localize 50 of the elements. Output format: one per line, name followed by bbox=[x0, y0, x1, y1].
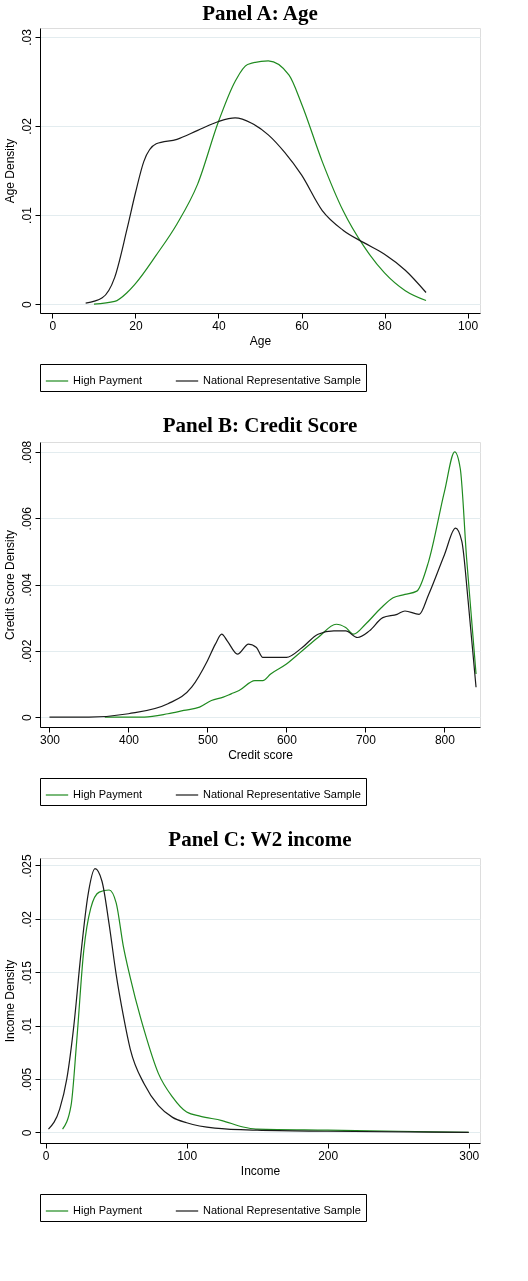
y-tick-label: .025 bbox=[19, 853, 34, 878]
y-tick-label: .004 bbox=[19, 573, 34, 597]
x-tick-label: 100 bbox=[177, 1148, 198, 1163]
x-tick-label: 100 bbox=[458, 318, 479, 333]
chart-title: Panel B: Credit Score bbox=[162, 413, 358, 438]
legend-label: National Representative Sample bbox=[203, 788, 361, 800]
x-tick-label: 600 bbox=[276, 732, 298, 747]
y-tick-label: .015 bbox=[19, 960, 34, 985]
x-tick-label: 0 bbox=[42, 1148, 50, 1163]
x-axis-title: Income bbox=[240, 1163, 281, 1178]
x-axis-title: Credit score bbox=[228, 747, 294, 762]
y-tick-label: 0 bbox=[19, 300, 34, 308]
y-tick-label: .03 bbox=[19, 28, 34, 46]
x-tick-label: 500 bbox=[197, 732, 219, 747]
line-series bbox=[48, 527, 477, 718]
x-tick-label: 800 bbox=[434, 732, 456, 747]
legend-label: High Payment bbox=[73, 374, 143, 386]
y-tick-label: .02 bbox=[19, 910, 34, 928]
y-tick-label: .006 bbox=[19, 506, 34, 531]
x-tick-label: 20 bbox=[129, 318, 143, 333]
y-axis-title: Income Density bbox=[2, 959, 17, 1043]
y-axis-title: Age Density bbox=[2, 138, 17, 204]
y-tick-label: .02 bbox=[19, 117, 34, 135]
y-tick-label: 0 bbox=[19, 713, 34, 721]
y-tick-label: 0 bbox=[19, 1129, 34, 1137]
x-tick-label: 300 bbox=[459, 1148, 480, 1163]
chart-title: Panel C: W2 income bbox=[168, 826, 352, 851]
y-tick-label: .005 bbox=[19, 1067, 34, 1092]
line-series bbox=[85, 117, 427, 304]
x-tick-label: 60 bbox=[295, 318, 309, 333]
legend-label: High Payment bbox=[73, 788, 143, 800]
y-tick-label: .01 bbox=[19, 206, 34, 224]
x-tick-label: 80 bbox=[378, 318, 393, 333]
x-tick-label: 0 bbox=[49, 318, 57, 333]
x-tick-label: 40 bbox=[212, 318, 226, 333]
legend-label: National Representative Sample bbox=[203, 1204, 361, 1216]
x-tick-label: 700 bbox=[355, 732, 377, 747]
y-tick-label: .002 bbox=[19, 639, 34, 663]
y-axis-title: Credit Score Density bbox=[2, 529, 17, 641]
chart-title: Panel A: Age bbox=[202, 1, 318, 25]
legend-label: National Representative Sample bbox=[203, 374, 361, 386]
x-tick-label: 200 bbox=[318, 1148, 339, 1163]
x-axis-title: Age bbox=[249, 333, 272, 348]
line-series bbox=[104, 451, 477, 718]
legend-label: High Payment bbox=[73, 1204, 143, 1216]
y-tick-label: .01 bbox=[19, 1017, 34, 1035]
y-tick-label: .008 bbox=[19, 440, 34, 465]
x-tick-label: 400 bbox=[118, 732, 140, 747]
line-series bbox=[93, 60, 427, 305]
x-tick-label: 300 bbox=[39, 732, 61, 747]
